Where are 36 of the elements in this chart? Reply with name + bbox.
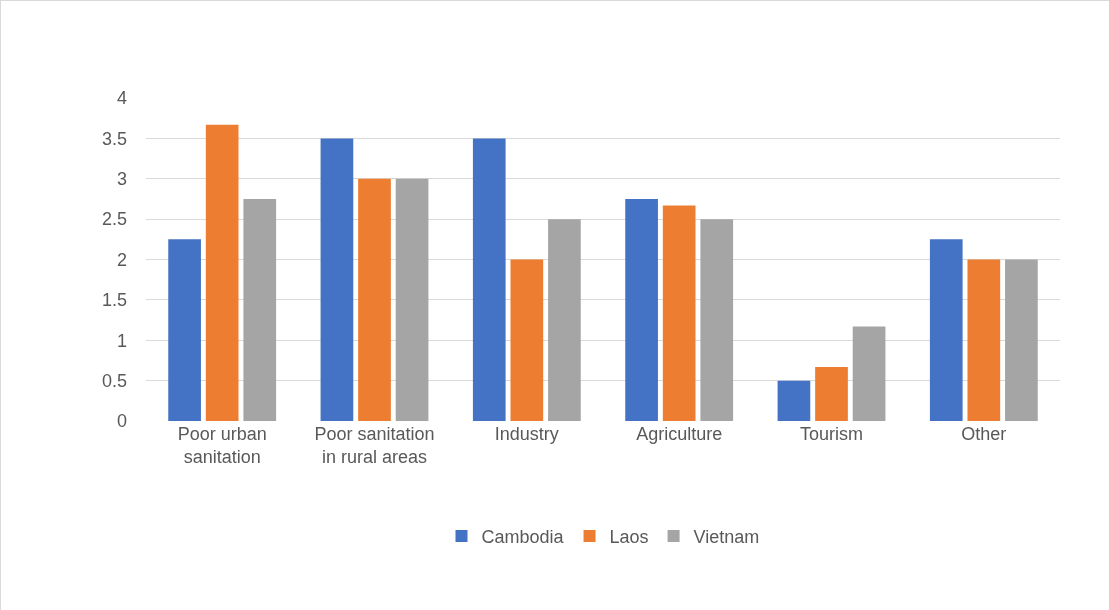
legend-label: Cambodia (481, 527, 565, 548)
bar (700, 219, 734, 421)
legend-label: Vietnam (693, 527, 760, 548)
y-tick-label: 2.5 (101, 209, 127, 230)
y-tick-label: 1 (116, 330, 127, 351)
y-tick-label: 2 (116, 249, 127, 270)
bar (395, 178, 429, 421)
bar (662, 205, 696, 421)
y-tick-label: 0 (116, 411, 127, 432)
x-tick-label: Agriculture (636, 424, 723, 444)
bar (168, 239, 201, 421)
x-tick-label: Poor sanitation in rural areas (314, 424, 435, 468)
bar (777, 380, 811, 421)
bar (852, 326, 886, 421)
legend-label: Laos (609, 527, 649, 548)
bar (510, 259, 544, 421)
bar (472, 138, 506, 421)
bar (205, 124, 239, 421)
x-tick-label: Poor urban sanitation (177, 424, 267, 468)
bar (929, 239, 963, 421)
bar (815, 366, 848, 421)
y-tick-label: 1.5 (101, 290, 127, 311)
bar (358, 178, 391, 421)
bar (967, 259, 1001, 421)
x-tick-label: Tourism (799, 424, 864, 444)
bar (320, 138, 354, 421)
bar (1005, 259, 1038, 421)
bar (548, 219, 581, 421)
bar (625, 198, 658, 421)
x-tick-label: Industry (494, 424, 559, 444)
bar (243, 198, 277, 421)
y-tick-label: 4 (116, 88, 127, 109)
y-tick-label: 3 (116, 169, 127, 190)
y-tick-label: 0.5 (101, 370, 127, 391)
y-tick-label: 3.5 (101, 128, 127, 149)
x-tick-label: Other (961, 424, 1007, 444)
